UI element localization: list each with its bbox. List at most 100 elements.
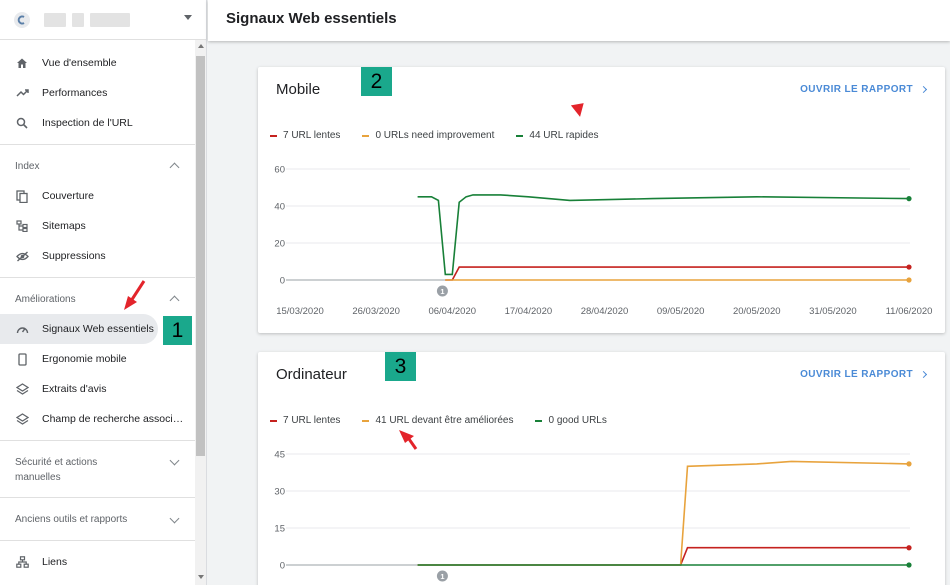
- mobile-line-chart: 0 20 40 60 15/03/2020 26/03/2020 06/04/2020 17/…: [274, 165, 932, 318]
- section-heading: Améliorations: [15, 293, 76, 305]
- chevron-down-icon: [169, 513, 180, 523]
- x-tick-label: 20/05/2020: [733, 306, 781, 317]
- legend-swatch: [362, 419, 370, 422]
- desktop-report-card: Ordinateur 3 OUVRIR LE RAPPORT 7 URL len…: [258, 352, 945, 585]
- sidebar-item-sitemaps[interactable]: Sitemaps: [0, 211, 206, 241]
- series-line: [417, 546, 909, 566]
- link-label: OUVRIR LE RAPPORT: [800, 369, 913, 380]
- desktop-line-chart: 0 15 30 45 1: [274, 450, 912, 582]
- sidebar-item-review-snippets[interactable]: Extraits d'avis: [0, 374, 206, 404]
- layers-icon: [15, 382, 29, 396]
- sidebar-item-removals[interactable]: Suppressions: [0, 241, 206, 271]
- sidebar-scrollbar-thumb[interactable]: [196, 56, 205, 456]
- section-index-toggle[interactable]: Index: [0, 151, 206, 181]
- layers-icon: [15, 412, 29, 426]
- y-tick-label: 0: [280, 561, 285, 572]
- sidebar-item-label: Ergonomie mobile: [42, 353, 127, 365]
- x-tick-label: 17/04/2020: [505, 306, 553, 317]
- home-icon: [15, 56, 29, 70]
- series-end-point: [906, 196, 912, 202]
- divider: [0, 497, 206, 498]
- legend-item[interactable]: 41 URL devant être améliorées: [362, 415, 513, 426]
- legend-item[interactable]: 0 URLs need improvement: [362, 130, 494, 141]
- x-tick-label: 28/04/2020: [581, 306, 629, 317]
- page-title: Signaux Web essentiels: [226, 10, 397, 27]
- sidebar-item-coverage[interactable]: Couverture: [0, 181, 206, 211]
- y-tick-label: 60: [274, 165, 285, 176]
- section-heading: Index: [15, 160, 40, 172]
- divider: [0, 277, 206, 278]
- annotation-badge: 2: [361, 67, 392, 96]
- legend-swatch: [270, 134, 277, 137]
- sidebar-item-label: Signaux Web essentiels: [42, 323, 154, 335]
- sidebar-item-label: Inspection de l'URL: [42, 117, 133, 129]
- x-tick-label: 09/05/2020: [657, 306, 705, 317]
- scroll-up-arrow-icon[interactable]: [198, 44, 204, 48]
- legend-item[interactable]: 0 good URLs: [535, 415, 607, 426]
- open-report-link[interactable]: OUVRIR LE RAPPORT: [800, 84, 928, 95]
- series-end-point: [906, 461, 912, 467]
- property-name-blurred: [44, 12, 66, 27]
- sidebar-item-sitelinks-searchbox[interactable]: Champ de recherche associ…: [0, 404, 206, 434]
- series-end-point: [906, 562, 912, 568]
- y-tick-label: 45: [274, 450, 285, 461]
- sidebar-item-mobile-usability[interactable]: Ergonomie mobile: [0, 344, 206, 374]
- chart-legend: 7 URL lentes 41 URL devant être amélioré…: [270, 415, 629, 426]
- series-line: [445, 266, 909, 281]
- network-icon: [15, 555, 29, 569]
- legend-label: 7 URL lentes: [283, 415, 341, 426]
- link-label: OUVRIR LE RAPPORT: [800, 84, 913, 95]
- legend-swatch: [516, 134, 524, 137]
- eye-off-icon: [15, 249, 29, 263]
- annotation-marker: [436, 285, 448, 297]
- top-header: Signaux Web essentiels: [208, 0, 950, 41]
- sidebar-item-performance[interactable]: Performances: [0, 78, 206, 108]
- legend-item[interactable]: 7 URL lentes: [270, 415, 340, 426]
- divider: [0, 540, 206, 541]
- gauge-icon: [15, 322, 29, 336]
- section-heading: Anciens outils et rapports: [15, 513, 128, 525]
- sidebar-item-url-inspection[interactable]: Inspection de l'URL: [0, 108, 206, 138]
- legend-item[interactable]: 7 URL lentes: [270, 130, 340, 141]
- legend-swatch: [270, 419, 277, 422]
- y-tick-label: 40: [274, 202, 285, 213]
- red-arrow-annotation-icon: [570, 103, 584, 117]
- divider: [0, 144, 206, 145]
- section-ameliorations-toggle[interactable]: Améliorations: [0, 284, 206, 314]
- y-tick-label: 30: [274, 487, 285, 498]
- series-end-point: [906, 277, 912, 283]
- section-security-toggle[interactable]: Sécurité et actions manuelles: [0, 447, 206, 491]
- series-end-point: [906, 264, 912, 270]
- sidebar-item-overview[interactable]: Vue d'ensemble: [0, 48, 206, 78]
- annotation-marker: [436, 570, 448, 582]
- sidebar-item-label: Performances: [42, 87, 108, 99]
- y-tick-label: 15: [274, 524, 285, 535]
- dropdown-caret-icon: [184, 15, 192, 20]
- sidebar-item-core-web-vitals[interactable]: Signaux Web essentiels: [0, 314, 158, 344]
- sidebar-item-links[interactable]: Liens: [0, 547, 206, 577]
- property-favicon-icon: [14, 11, 30, 28]
- sidebar-item-label: Vue d'ensemble: [42, 57, 117, 69]
- section-legacy-toggle[interactable]: Anciens outils et rapports: [0, 504, 206, 534]
- legend-swatch: [535, 419, 543, 422]
- annotation-badge: 3: [385, 352, 416, 381]
- legend-label: 41 URL devant être améliorées: [375, 415, 514, 426]
- card-title: Ordinateur: [276, 366, 347, 383]
- property-selector[interactable]: [0, 0, 206, 40]
- x-tick-label: 31/05/2020: [809, 306, 857, 317]
- x-tick-label: 06/04/2020: [428, 306, 476, 317]
- open-report-link[interactable]: OUVRIR LE RAPPORT: [800, 369, 928, 380]
- series-line: [417, 460, 910, 566]
- sitemap-icon: [15, 219, 29, 233]
- chart-legend: 7 URL lentes 0 URLs need improvement 44 …: [270, 130, 621, 141]
- section-heading: Sécurité et actions manuelles: [15, 457, 98, 483]
- legend-label: 7 URL lentes: [283, 130, 341, 141]
- x-tick-label: 15/03/2020: [276, 306, 324, 317]
- sidebar-item-label: Sitemaps: [42, 220, 86, 232]
- x-tick-label: 26/03/2020: [352, 306, 400, 317]
- legend-item[interactable]: 44 URL rapides: [516, 130, 599, 141]
- sidebar-item-label: Champ de recherche associ…: [42, 413, 184, 425]
- scroll-down-arrow-icon[interactable]: [198, 575, 204, 579]
- chevron-up-icon: [169, 295, 180, 306]
- y-tick-label: 0: [280, 276, 285, 287]
